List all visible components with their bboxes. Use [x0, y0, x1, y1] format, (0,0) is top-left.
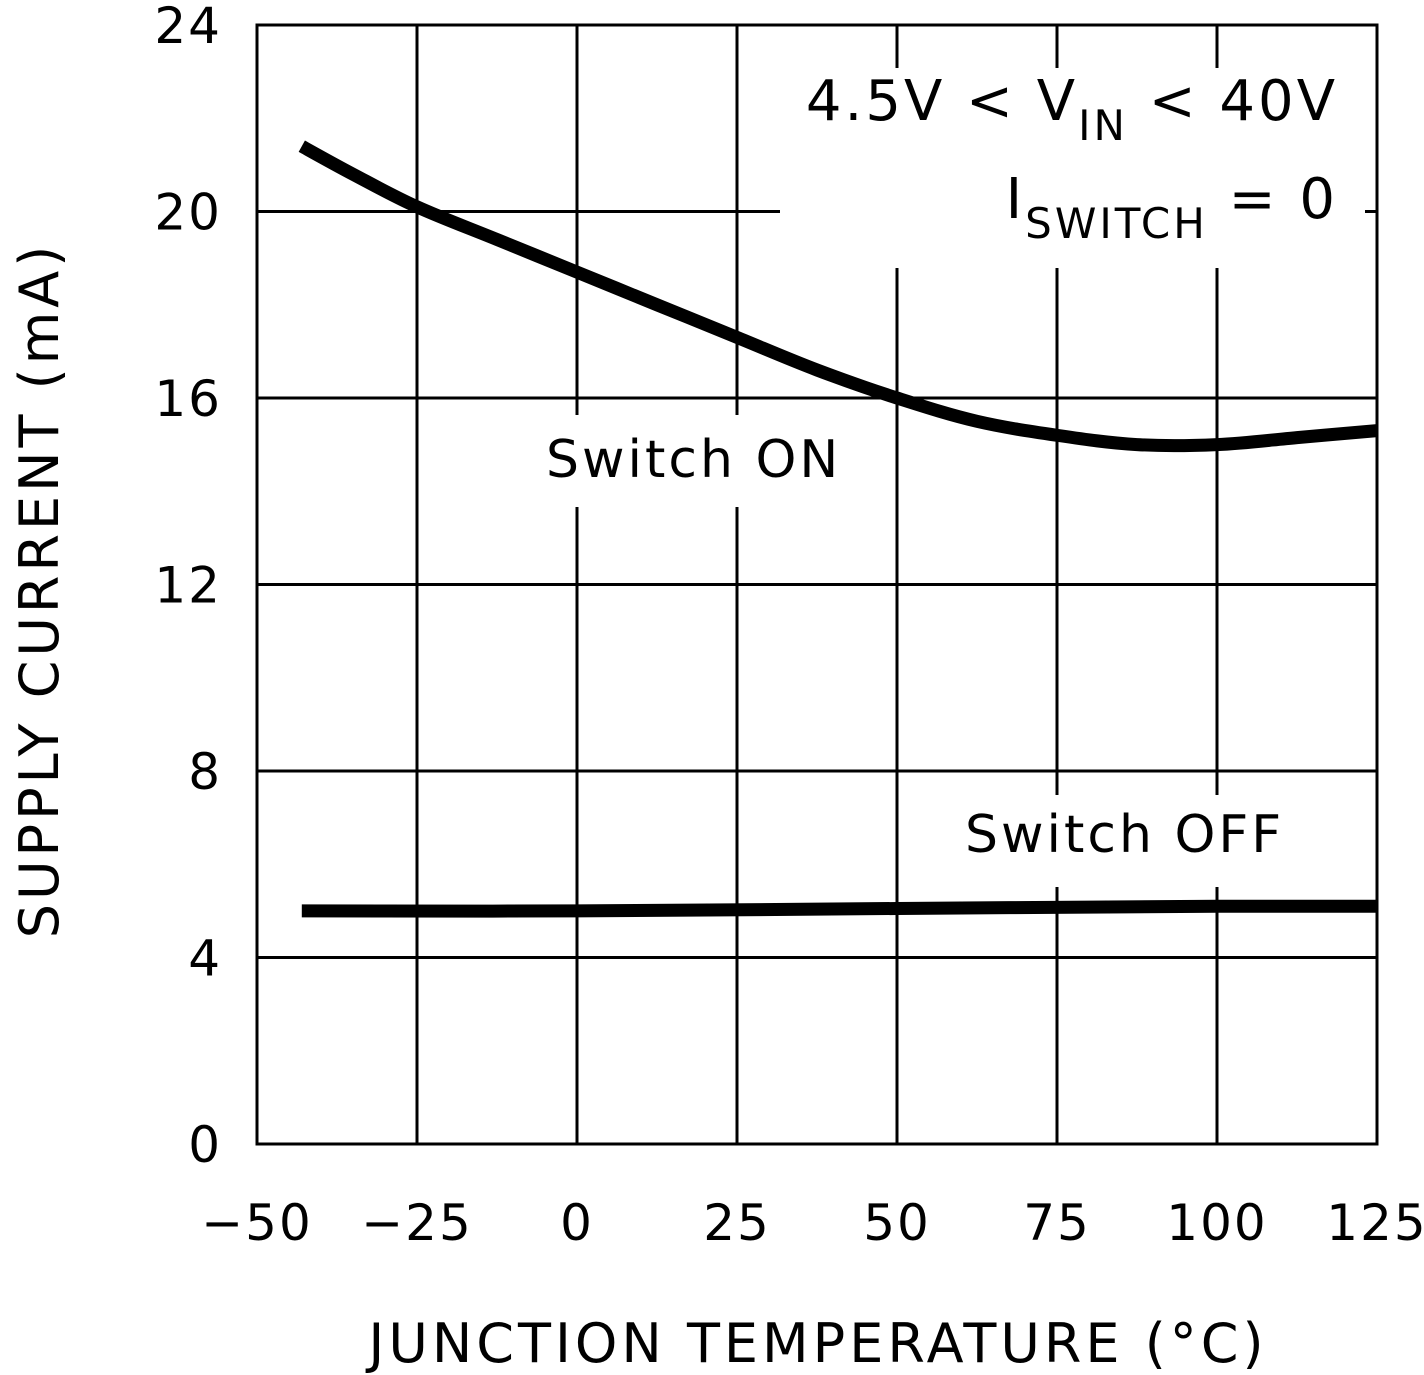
condition-vin: 4.5V < VIN < 40V — [806, 69, 1338, 150]
y-tick-label: 12 — [154, 557, 222, 615]
y-tick-label: 0 — [188, 1116, 222, 1174]
plot-frame — [255, 23, 1379, 1146]
x-axis-label: JUNCTION TEMPERATURE (°C) — [365, 1312, 1267, 1375]
x-tick-label: 100 — [1166, 1194, 1267, 1252]
y-tick-label: 24 — [154, 0, 222, 55]
x-tick-label: 75 — [1023, 1194, 1091, 1252]
series-label-switch-on: Switch ON — [546, 430, 841, 490]
x-tick-label: −50 — [201, 1194, 313, 1252]
condition-iswitch: ISWITCH = 0 — [1006, 167, 1338, 248]
condition-background — [780, 68, 1365, 268]
data-series — [298, 140, 1378, 918]
x-tick-label: −25 — [361, 1194, 473, 1252]
y-tick-label: 8 — [188, 743, 222, 801]
y-axis-label: SUPPLY CURRENT (mA) — [8, 242, 71, 939]
label-off-background — [955, 795, 1300, 887]
series-line-switch-on — [298, 140, 1378, 453]
series-label-switch-off: Switch OFF — [965, 805, 1284, 865]
y-tick-label: 4 — [188, 930, 222, 988]
x-tick-label: 25 — [703, 1194, 771, 1252]
x-tick-label: 0 — [560, 1194, 594, 1252]
x-tick-labels: −50 −25 0 25 50 75 100 125 — [201, 1194, 1424, 1252]
x-tick-label: 50 — [863, 1194, 931, 1252]
y-tick-label: 20 — [154, 184, 222, 242]
label-on-background — [535, 415, 865, 507]
y-tick-labels: 0 4 8 12 16 20 24 — [154, 0, 222, 1174]
x-tick-label: 125 — [1326, 1194, 1424, 1252]
y-tick-label: 16 — [154, 370, 222, 428]
series-line-switch-off — [301, 899, 1378, 918]
